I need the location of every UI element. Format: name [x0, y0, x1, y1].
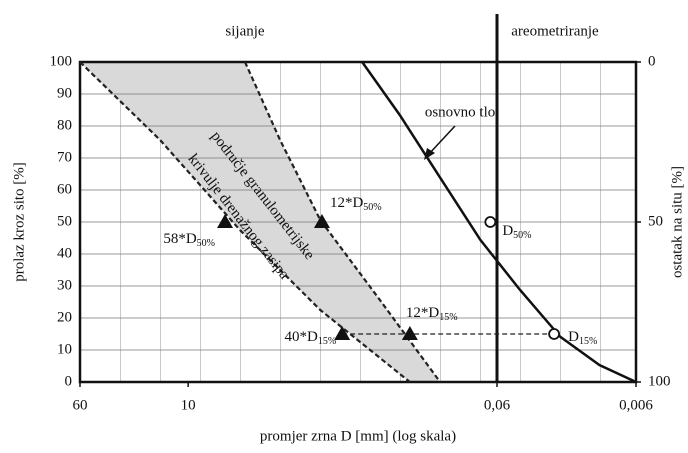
point-label-sub: 15%	[579, 336, 597, 347]
point-label: D50%	[502, 223, 531, 241]
point-label-text: 40*D	[284, 329, 318, 345]
y-tick-label: 90	[57, 85, 72, 101]
curve	[361, 61, 637, 384]
point-label: D15%	[568, 329, 597, 347]
point-label-text: D	[502, 223, 513, 239]
point-label-sub: 50%	[197, 238, 215, 249]
triangle-marker	[401, 326, 418, 340]
y-tick-label: 70	[57, 149, 72, 165]
y-tick-label: 100	[50, 53, 73, 69]
circle-marker	[484, 216, 497, 228]
point-label-sub: 50%	[513, 230, 531, 241]
circle-marker	[548, 328, 561, 340]
y-tick-label: 30	[57, 277, 72, 293]
triangle-marker	[313, 214, 330, 228]
y-tick-label: 20	[57, 309, 72, 325]
zone-label: areometriranje	[511, 23, 599, 39]
arrow-head	[424, 148, 435, 160]
point-label: 12*D50%	[330, 195, 382, 213]
y2-tick-label: 100	[648, 373, 671, 389]
y-tick-label: 40	[57, 245, 72, 261]
y-tick-label: 50	[57, 213, 72, 229]
triangle-marker	[334, 326, 351, 340]
y2-tick-label: 50	[648, 213, 663, 229]
x-tick-label: 0,06	[484, 397, 511, 413]
point-label-sub: 50%	[363, 202, 381, 213]
curve	[79, 61, 411, 383]
curve-label-arrow	[427, 125, 456, 156]
y2-tick-label: 0	[648, 53, 656, 69]
x-tick-label: 0,006	[619, 397, 653, 413]
point-label-sub: 15%	[318, 336, 336, 347]
zone-label: sijanje	[225, 23, 264, 39]
point-label-text: 58*D	[163, 231, 197, 247]
point-label-sub: 15%	[439, 312, 457, 323]
y-tick-label: 10	[57, 341, 72, 357]
x-tick-label: 10	[181, 397, 196, 413]
y-axis-title: prolaz kroz sito [%]	[11, 162, 27, 282]
point-label-text: 12*D	[406, 305, 440, 321]
curve	[244, 61, 441, 383]
y-tick-label: 60	[57, 181, 72, 197]
point-label: 40*D15%	[284, 329, 336, 347]
point-label: 58*D50%	[163, 231, 215, 249]
y-tick-label: 0	[65, 373, 73, 389]
x-axis-title: promjer zrna D [mm] (log skala)	[260, 428, 456, 444]
x-tick-label: 60	[73, 397, 88, 413]
point-label: 12*D15%	[406, 305, 458, 323]
triangle-marker	[217, 214, 234, 228]
y2-axis-title: ostatak na situ [%]	[669, 166, 685, 278]
y-tick-label: 80	[57, 117, 72, 133]
point-label-text: D	[568, 329, 579, 345]
curve-label: osnovno tlo	[425, 104, 495, 120]
plot-frame	[78, 60, 638, 384]
point-label-text: 12*D	[330, 195, 364, 211]
